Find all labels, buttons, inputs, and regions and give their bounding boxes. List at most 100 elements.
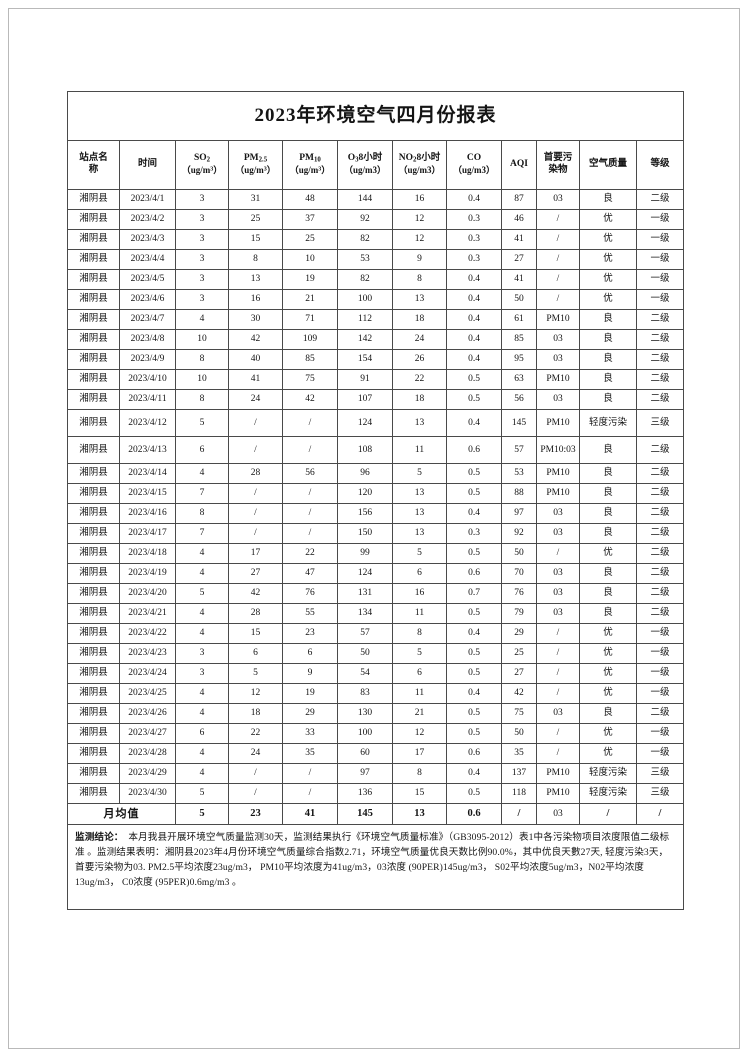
cell-air-quality: 良 xyxy=(579,309,637,330)
cell-date: 2023/4/2 xyxy=(119,209,176,230)
conclusion-title: 监测结论： xyxy=(75,832,119,843)
cell-aqi: 88 xyxy=(501,483,537,504)
cell-so2: 8 xyxy=(175,503,229,524)
cell-air-quality: 良 xyxy=(579,503,637,524)
cell-no2: 5 xyxy=(392,463,447,484)
cell-o3: 99 xyxy=(337,543,393,564)
cell-co: 0.5 xyxy=(446,463,502,484)
cell-primary-pollutant: / xyxy=(536,289,580,310)
monthly-average-row: 月均值 5 23 41 145 13 0.6 / 03 / / xyxy=(67,803,685,825)
cell-date: 2023/4/8 xyxy=(119,329,176,350)
avg-label: 月均值 xyxy=(67,803,176,825)
cell-so2: 10 xyxy=(175,329,229,350)
table-row: 湘阴县 2023/4/20 5 42 76 131 16 0.7 76 03 良二级 xyxy=(67,583,685,604)
cell-station: 湘阴县 xyxy=(67,329,120,350)
cell-so2: 6 xyxy=(175,436,229,464)
cell-aqi: 85 xyxy=(501,329,537,350)
cell-pm25: 41 xyxy=(228,369,283,390)
cell-date: 2023/4/3 xyxy=(119,229,176,250)
cell-primary-pollutant: / xyxy=(536,229,580,250)
cell-o3: 108 xyxy=(337,436,393,464)
cell-grade: 一级 xyxy=(635,229,685,250)
cell-o3: 156 xyxy=(337,503,393,524)
cell-grade: 二级 xyxy=(635,369,685,390)
table-row: 湘阴县 2023/4/1 3 31 48 144 16 0.4 87 03 良二级 xyxy=(67,189,685,210)
cell-aqi: 63 xyxy=(501,369,537,390)
cell-pm10: / xyxy=(282,523,338,544)
cell-date: 2023/4/11 xyxy=(119,389,176,410)
cell-air-quality: 良 xyxy=(579,349,637,370)
table-row: 湘阴县 2023/4/30 5//136 15 0.5 118 PM10 轻度污染 三级 xyxy=(67,783,685,804)
cell-no2: 13 xyxy=(392,483,447,504)
cell-no2: 13 xyxy=(392,409,447,437)
cell-date: 2023/4/10 xyxy=(119,369,176,390)
table-row: 湘阴县 2023/4/7 4 30 71 112 18 0.4 61 PM10 良二级 xyxy=(67,309,685,330)
cell-aqi: 41 xyxy=(501,229,537,250)
cell-no2: 5 xyxy=(392,543,447,564)
cell-pm25: / xyxy=(228,763,283,784)
cell-grade: 一级 xyxy=(635,683,685,704)
table-row: 湘阴县 2023/4/12 5//124 13 0.4 145 PM10 轻度污染 三级 xyxy=(67,409,685,437)
cell-grade: 一级 xyxy=(635,623,685,644)
cell-station: 湘阴县 xyxy=(67,269,120,290)
cell-primary-pollutant: / xyxy=(536,543,580,564)
cell-co: 0.6 xyxy=(446,436,502,464)
cell-pm25: / xyxy=(228,783,283,804)
cell-pm10: / xyxy=(282,763,338,784)
cell-date: 2023/4/23 xyxy=(119,643,176,664)
cell-so2: 7 xyxy=(175,523,229,544)
header-grade: 等级 xyxy=(635,140,685,190)
avg-pm25: 23 xyxy=(228,803,283,825)
cell-co: 0.5 xyxy=(446,543,502,564)
cell-station: 湘阴县 xyxy=(67,483,120,504)
report-sheet: 2023年环境空气四月份报表 站点名称 时间 SO2 （ug/m3） PM2.5 （… xyxy=(66,91,685,910)
cell-pm10: 23 xyxy=(282,623,338,644)
cell-air-quality: 优 xyxy=(579,229,637,250)
header-aqi: AQI xyxy=(501,140,537,190)
cell-station: 湘阴县 xyxy=(67,603,120,624)
table-row: 湘阴县 2023/4/11 8 24 42 107 18 0.5 56 03 良二级 xyxy=(67,389,685,410)
cell-grade: 二级 xyxy=(635,189,685,210)
cell-co: 0.4 xyxy=(446,763,502,784)
cell-pm25: 12 xyxy=(228,683,283,704)
cell-grade: 二级 xyxy=(635,543,685,564)
cell-o3: 83 xyxy=(337,683,393,704)
cell-station: 湘阴县 xyxy=(67,763,120,784)
cell-air-quality: 优 xyxy=(579,289,637,310)
cell-primary-pollutant: 03 xyxy=(536,349,580,370)
cell-co: 0.6 xyxy=(446,743,502,764)
cell-air-quality: 优 xyxy=(579,723,637,744)
cell-primary-pollutant: 03 xyxy=(536,603,580,624)
cell-station: 湘阴县 xyxy=(67,369,120,390)
cell-aqi: 70 xyxy=(501,563,537,584)
cell-station: 湘阴县 xyxy=(67,503,120,524)
cell-co: 0.5 xyxy=(446,389,502,410)
avg-primary: 03 xyxy=(536,803,580,825)
cell-so2: 3 xyxy=(175,269,229,290)
cell-pm10: 19 xyxy=(282,269,338,290)
cell-pm25: 42 xyxy=(228,329,283,350)
cell-so2: 7 xyxy=(175,483,229,504)
cell-date: 2023/4/29 xyxy=(119,763,176,784)
cell-station: 湘阴县 xyxy=(67,229,120,250)
cell-air-quality: 良 xyxy=(579,603,637,624)
cell-station: 湘阴县 xyxy=(67,309,120,330)
cell-pm10: 19 xyxy=(282,683,338,704)
table-row: 湘阴县 2023/4/21 4 28 55 134 11 0.5 79 03 良二级 xyxy=(67,603,685,624)
cell-date: 2023/4/21 xyxy=(119,603,176,624)
cell-grade: 一级 xyxy=(635,209,685,230)
cell-station: 湘阴县 xyxy=(67,523,120,544)
cell-pm10: 109 xyxy=(282,329,338,350)
cell-co: 0.6 xyxy=(446,563,502,584)
cell-station: 湘阴县 xyxy=(67,623,120,644)
header-co: CO （ug/m3） xyxy=(446,140,502,190)
cell-grade: 二级 xyxy=(635,703,685,724)
cell-o3: 144 xyxy=(337,189,393,210)
cell-grade: 一级 xyxy=(635,249,685,270)
cell-no2: 22 xyxy=(392,369,447,390)
cell-date: 2023/4/6 xyxy=(119,289,176,310)
cell-primary-pollutant: 03 xyxy=(536,389,580,410)
cell-primary-pollutant: 03 xyxy=(536,563,580,584)
cell-air-quality: 良 xyxy=(579,189,637,210)
table-row: 湘阴县 2023/4/4 3 8 10 53 9 0.3 27/优一级 xyxy=(67,249,685,270)
